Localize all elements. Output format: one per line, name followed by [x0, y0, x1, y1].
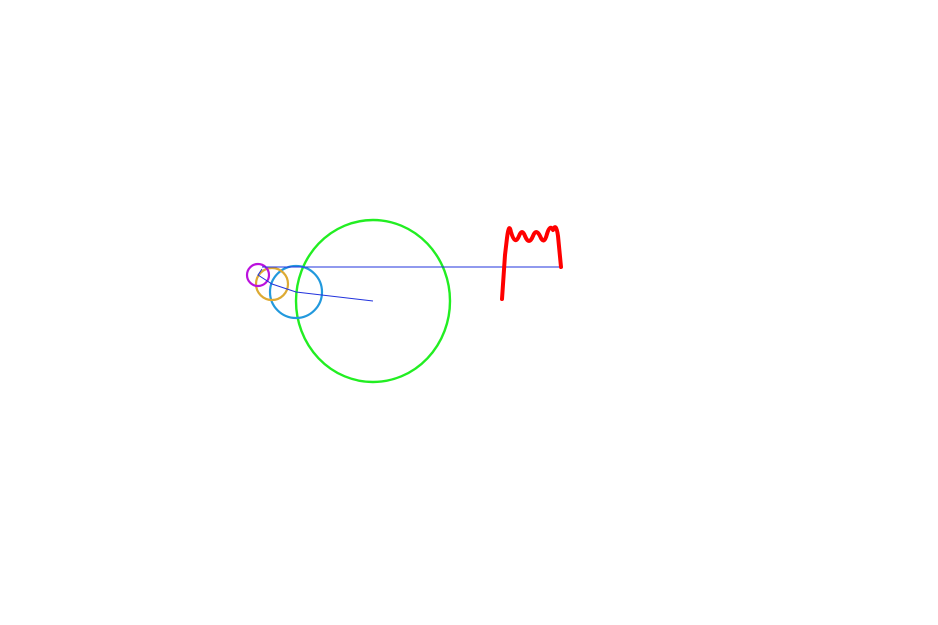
epicycle-circle-3: [254, 266, 290, 302]
epicycle-circle-2: [268, 264, 324, 320]
epicycle-circle-1: [294, 218, 452, 384]
radius-arm: [257, 268, 374, 302]
epicycle-circle-4: [245, 262, 271, 288]
wave-trace: [500, 225, 563, 301]
